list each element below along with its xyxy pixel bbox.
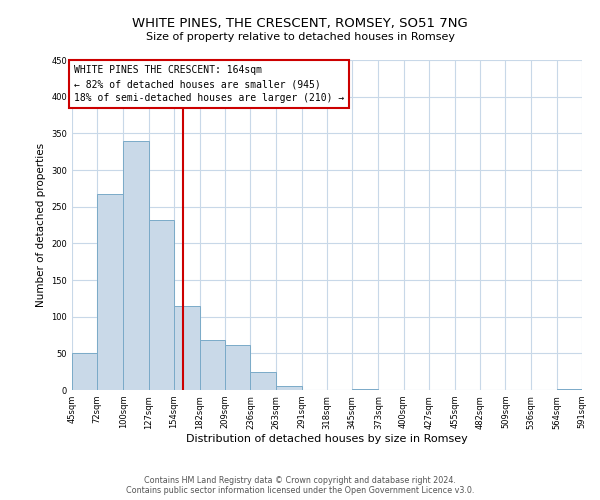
Bar — [557, 388, 582, 390]
Text: Size of property relative to detached houses in Romsey: Size of property relative to detached ho… — [146, 32, 455, 42]
X-axis label: Distribution of detached houses by size in Romsey: Distribution of detached houses by size … — [186, 434, 468, 444]
Bar — [225, 344, 250, 390]
Text: WHITE PINES, THE CRESCENT, ROMSEY, SO51 7NG: WHITE PINES, THE CRESCENT, ROMSEY, SO51 … — [132, 18, 468, 30]
Bar — [124, 140, 149, 390]
Bar — [72, 354, 97, 390]
Bar — [200, 340, 225, 390]
Text: Contains public sector information licensed under the Open Government Licence v3: Contains public sector information licen… — [126, 486, 474, 495]
Bar — [97, 194, 124, 390]
Bar — [352, 388, 379, 390]
Text: Contains HM Land Registry data © Crown copyright and database right 2024.: Contains HM Land Registry data © Crown c… — [144, 476, 456, 485]
Bar — [149, 220, 174, 390]
Text: WHITE PINES THE CRESCENT: 164sqm
← 82% of detached houses are smaller (945)
18% : WHITE PINES THE CRESCENT: 164sqm ← 82% o… — [74, 65, 344, 103]
Y-axis label: Number of detached properties: Number of detached properties — [36, 143, 46, 307]
Bar — [250, 372, 275, 390]
Bar — [174, 306, 200, 390]
Bar — [275, 386, 302, 390]
